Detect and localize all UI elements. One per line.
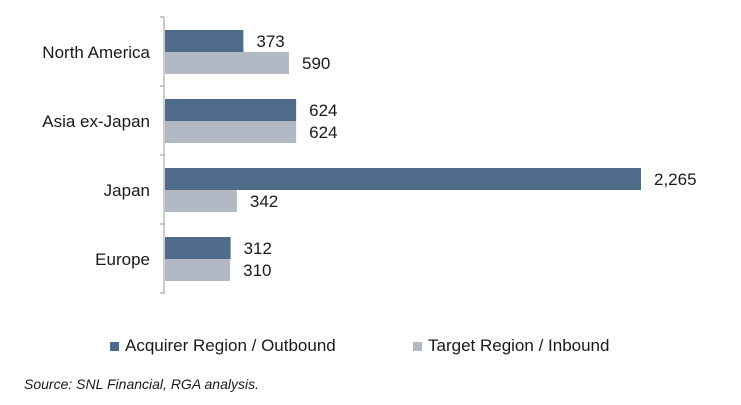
data-label: 590 — [302, 54, 330, 73]
bar — [165, 237, 231, 259]
category-label: Asia ex-Japan — [42, 112, 150, 131]
category-label: Europe — [95, 250, 150, 269]
legend-swatch-target — [413, 341, 422, 351]
data-label: 624 — [309, 123, 337, 142]
bar — [165, 121, 297, 143]
data-label: 342 — [250, 192, 278, 211]
legend: Acquirer Region / Outbound Target Region… — [0, 336, 741, 356]
legend-swatch-acquirer — [110, 341, 119, 351]
data-label: 2,265 — [654, 170, 697, 189]
category-label: Japan — [104, 181, 150, 200]
category-label: North America — [42, 43, 150, 62]
bar — [165, 190, 237, 212]
bar-chart: North America 373 590 Asia ex-Japan 624 624 Ja… — [42, 16, 697, 294]
legend-label-target: Target Region / Inbound — [428, 336, 610, 355]
bar — [165, 259, 231, 281]
bar — [165, 52, 289, 74]
legend-label-acquirer: Acquirer Region / Outbound — [125, 336, 336, 355]
legend-item-target: Target Region / Inbound — [413, 336, 609, 356]
bar — [165, 168, 641, 190]
data-label: 310 — [243, 261, 271, 280]
data-label: 373 — [256, 32, 284, 51]
bar — [165, 30, 244, 52]
bar — [165, 99, 297, 121]
data-label: 624 — [309, 101, 337, 120]
legend-item-acquirer: Acquirer Region / Outbound — [110, 336, 336, 356]
source-note: Source: SNL Financial, RGA analysis. — [24, 376, 259, 392]
data-label: 312 — [244, 239, 272, 258]
